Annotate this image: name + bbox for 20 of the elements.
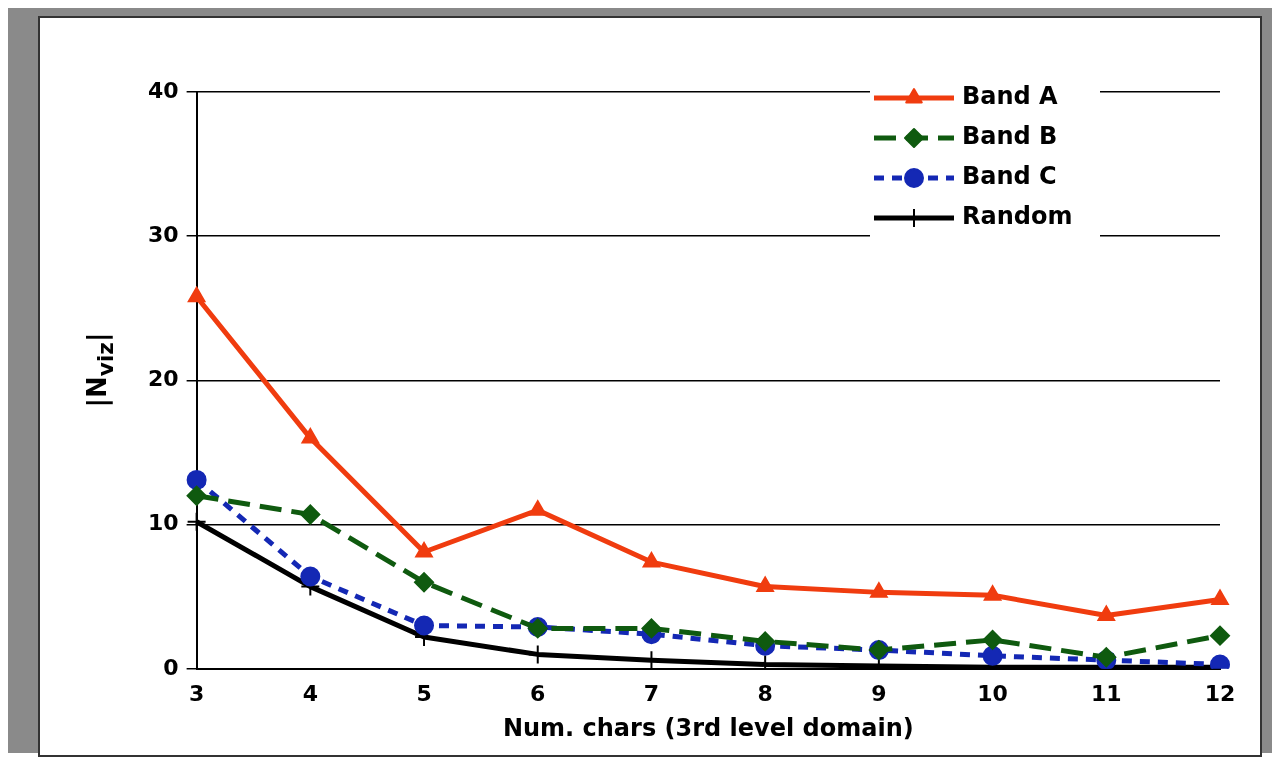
legend-label: Random — [962, 202, 1073, 231]
x-tick-label: 7 — [643, 680, 660, 706]
legend-label: Band B — [962, 122, 1058, 151]
x-tick-label: 12 — [1204, 680, 1236, 706]
x-tick-label: 10 — [977, 680, 1008, 706]
y-tick-label: 0 — [163, 654, 179, 680]
y-tick-label: 40 — [147, 77, 179, 103]
y-tick-label: 20 — [147, 366, 179, 392]
x-tick-label: 6 — [530, 680, 546, 706]
legend-label: Band C — [962, 162, 1057, 191]
x-tick-label: 11 — [1090, 680, 1122, 706]
y-tick-label: 10 — [147, 510, 179, 536]
x-axis-title: Num. chars (3rd level domain) — [502, 713, 914, 742]
x-tick-label: 9 — [871, 680, 887, 706]
x-tick-label: 4 — [302, 680, 318, 706]
y-tick-label: 30 — [147, 221, 179, 247]
legend-label: Band A — [962, 82, 1059, 111]
x-tick-label: 8 — [757, 680, 773, 706]
x-tick-label: 5 — [416, 680, 432, 706]
x-tick-label: 3 — [188, 680, 205, 706]
